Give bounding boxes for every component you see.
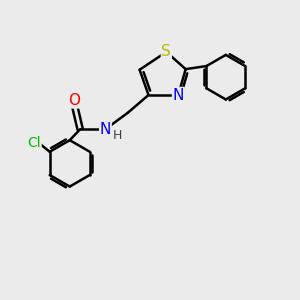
Text: O: O — [68, 93, 80, 108]
Text: S: S — [161, 44, 171, 59]
Text: H: H — [113, 129, 123, 142]
Text: N: N — [100, 122, 111, 137]
Text: N: N — [172, 88, 184, 103]
Text: Cl: Cl — [27, 136, 41, 150]
